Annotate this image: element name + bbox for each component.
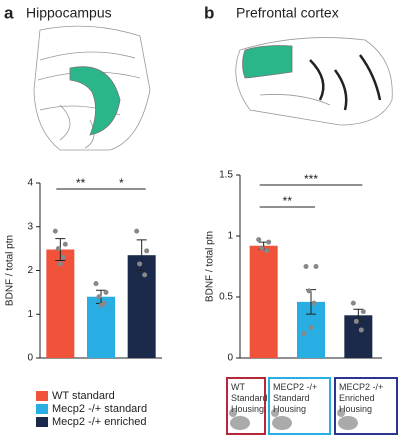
data-point	[103, 289, 109, 295]
legend-swatch	[36, 391, 48, 401]
mouse-icon	[230, 416, 250, 430]
bar	[249, 245, 278, 358]
data-point	[60, 254, 66, 260]
legend-label: WT standard	[52, 390, 115, 402]
y-tick-label: 3	[27, 221, 33, 232]
data-point	[98, 303, 104, 308]
data-point	[303, 264, 309, 269]
legend-box: WT Standard Housing	[226, 377, 268, 435]
mouse-icon	[271, 409, 279, 417]
significance-label: **	[76, 176, 86, 190]
bar	[46, 249, 75, 358]
legend-box: MECP2 -/+ Enriched Housing	[334, 377, 398, 435]
data-point	[301, 331, 307, 337]
y-tick-label: 0.5	[219, 292, 233, 303]
brain-sagittal	[235, 37, 393, 126]
data-point	[259, 245, 265, 251]
mouse-icon	[229, 409, 237, 417]
data-point	[57, 261, 63, 267]
legend-label: Mecp2 -/+ enriched	[52, 416, 146, 428]
panel-letter: b	[204, 3, 214, 22]
data-point	[313, 264, 319, 269]
significance-label: ***	[304, 172, 318, 186]
data-point	[144, 248, 150, 254]
y-tick-label: 1	[227, 231, 233, 242]
data-point	[256, 237, 262, 243]
data-point	[142, 272, 148, 278]
legend-label: Mecp2 -/+ standard	[52, 403, 147, 415]
panel-title: Hippocampus	[26, 5, 112, 21]
data-point	[358, 327, 364, 333]
panel-title: Prefrontal cortex	[236, 5, 339, 21]
y-axis-label: BDNF / total ptn	[205, 231, 216, 302]
legend-box: MECP2 -/+ Standard Housing	[268, 377, 331, 435]
significance-label: *	[119, 176, 124, 190]
data-point	[353, 318, 359, 324]
data-point	[62, 241, 68, 247]
bar	[127, 255, 156, 358]
legend-swatch	[36, 404, 48, 414]
data-point	[137, 261, 143, 267]
data-point	[134, 228, 140, 234]
brain-coronal	[33, 25, 151, 151]
y-tick-label: 0	[227, 353, 233, 364]
data-point	[350, 300, 356, 306]
panel-letter: a	[4, 3, 14, 22]
y-tick-label: 0	[27, 353, 33, 364]
data-point	[306, 288, 312, 294]
mouse-icon	[338, 416, 358, 430]
data-point	[308, 325, 314, 330]
data-point	[52, 228, 58, 234]
y-tick-label: 2	[27, 265, 33, 276]
data-point	[266, 239, 272, 245]
data-point	[96, 294, 102, 300]
y-tick-label: 4	[27, 178, 33, 189]
significance-label: **	[283, 194, 293, 208]
data-point	[311, 300, 317, 306]
y-axis-label: BDNF / total ptn	[5, 235, 16, 306]
data-point	[55, 246, 61, 252]
data-point	[360, 309, 366, 315]
legend-swatch	[36, 417, 48, 427]
data-point	[93, 281, 99, 287]
mouse-icon	[272, 416, 292, 430]
data-point	[264, 248, 270, 254]
y-tick-label: 1	[27, 309, 33, 320]
mouse-icon	[337, 409, 345, 417]
y-tick-label: 1.5	[219, 170, 233, 181]
